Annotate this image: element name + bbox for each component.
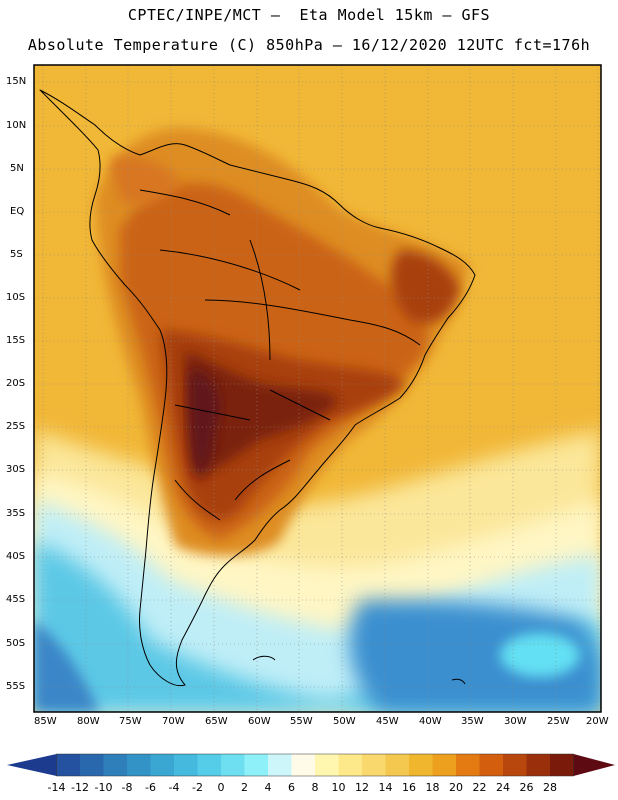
colorbar-swatch	[338, 754, 363, 776]
lon-label: 65W	[205, 716, 228, 727]
colorbar-tick-label: -12	[71, 781, 89, 794]
colorbar-tick-label: 18	[425, 781, 440, 794]
map-title: CPTEC/INPE/MCT – Eta Model 15km – GFS	[127, 6, 491, 24]
lon-label: 75W	[119, 716, 142, 727]
lon-label: 50W	[333, 716, 356, 727]
lon-label: 30W	[504, 716, 527, 727]
field-deep-cold	[349, 600, 601, 712]
lat-label: EQ	[10, 206, 25, 217]
colorbar-tick-label: 24	[496, 781, 510, 794]
lat-label: 25S	[6, 421, 26, 432]
coastline	[39, 89, 476, 687]
colorbar-tick-label: 22	[472, 781, 487, 794]
lat-label: 5S	[10, 249, 23, 260]
field-hotspot-chaco	[184, 350, 340, 473]
lon-label: 45W	[376, 716, 399, 727]
lat-label: 55S	[6, 681, 26, 692]
map-frame	[33, 64, 602, 713]
colorbar-swatch	[315, 754, 339, 776]
colorbar-swatch	[268, 754, 292, 776]
colorbar-swatch	[409, 754, 433, 776]
colorbar-swatch	[221, 754, 245, 776]
colorbar-outline	[56, 753, 574, 777]
graticule	[34, 65, 601, 712]
lat-label: 30S	[6, 464, 26, 475]
lat-label: 15N	[6, 76, 27, 87]
lat-label: 10N	[6, 120, 27, 131]
colorbar-swatch	[456, 754, 480, 776]
lon-label: 80W	[77, 716, 100, 727]
colorbar-tick-label: 2	[241, 781, 248, 794]
colorbar-swatch	[127, 754, 151, 776]
colorbar-tick-label: 26	[519, 781, 534, 794]
colorbar-tick-label: 4	[264, 781, 272, 794]
colorbar-swatch	[573, 754, 615, 776]
field-hotspot-core	[189, 370, 220, 480]
colorbar-swatch	[80, 754, 104, 776]
colorbar-swatch	[197, 754, 222, 776]
lat-label: 50S	[6, 638, 26, 649]
colorbar-swatch	[244, 754, 269, 776]
colorbar-tick-label: 16	[402, 781, 416, 794]
lat-label: 20S	[6, 378, 26, 389]
lon-label: 55W	[290, 716, 313, 727]
colorbar-tick-label: 6	[288, 781, 295, 794]
lon-label: 25W	[547, 716, 570, 727]
colorbar-swatch	[150, 754, 175, 776]
colorbar-tick-label: 0	[217, 781, 225, 794]
colorbar-swatch	[432, 754, 457, 776]
colorbar-swatch	[385, 754, 410, 776]
colorbar-tick-label: -4	[168, 781, 180, 794]
colorbar	[7, 753, 615, 777]
colorbar-tick-label: -6	[145, 781, 156, 794]
colorbar-swatch	[103, 754, 128, 776]
colorbar-swatch	[174, 754, 198, 776]
temperature-field	[34, 65, 601, 712]
lat-label: 10S	[6, 292, 26, 303]
lat-label: 15S	[6, 335, 26, 346]
colorbar-tick-label: -10	[94, 781, 113, 794]
colorbar-swatch	[362, 754, 386, 776]
lon-label: 60W	[248, 716, 271, 727]
lat-label: 45S	[6, 594, 26, 605]
colorbar-tick-label: 10	[331, 781, 346, 794]
colorbar-swatch	[550, 754, 574, 776]
colorbar-swatch	[7, 754, 57, 776]
colorbar-tick-label: 12	[355, 781, 369, 794]
lon-label: 35W	[461, 716, 484, 727]
lat-label: 40S	[6, 551, 26, 562]
colorbar-tick-label: -2	[192, 781, 203, 794]
colorbar-tick-label: 28	[543, 781, 557, 794]
colorbar-swatch	[56, 754, 81, 776]
colorbar-tick-label: 14	[378, 781, 393, 794]
lon-label: 70W	[162, 716, 185, 727]
colorbar-swatch	[479, 754, 504, 776]
colorbar-tick-label: 20	[449, 781, 463, 794]
lon-label: 85W	[34, 716, 57, 727]
colorbar-swatch	[526, 754, 551, 776]
colorbar-tick-label: -14	[47, 781, 66, 794]
lat-label: 35S	[6, 508, 26, 519]
map-subtitle: Absolute Temperature (C) 850hPa – 16/12/…	[27, 36, 591, 54]
colorbar-tick-label: -8	[121, 781, 133, 794]
colorbar-swatch	[291, 754, 316, 776]
colorbar-tick-label: 8	[311, 781, 319, 794]
lon-label: 20W	[586, 716, 609, 727]
colorbar-swatch	[503, 754, 527, 776]
lat-label: 5N	[10, 163, 24, 174]
lon-label: 40W	[419, 716, 442, 727]
